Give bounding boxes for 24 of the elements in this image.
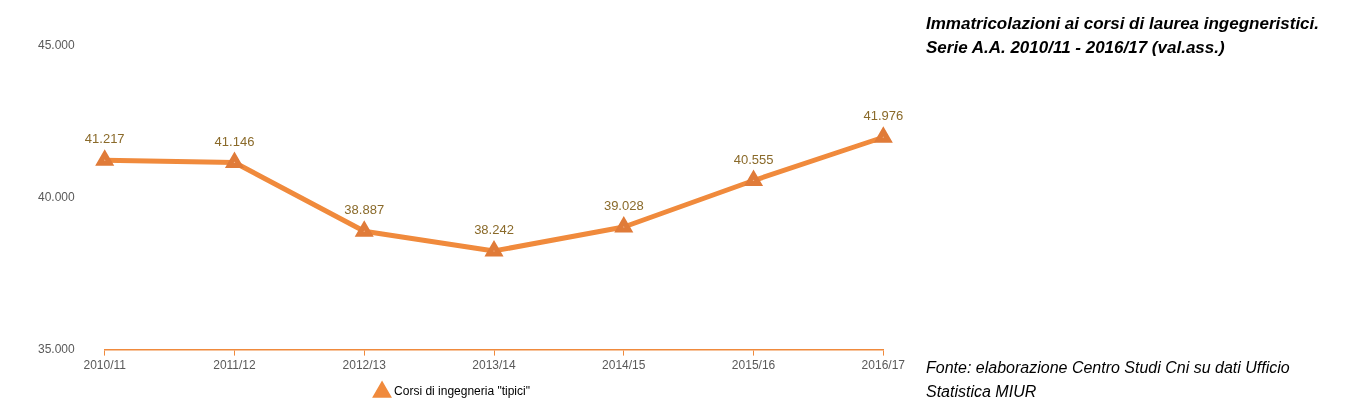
data-label: 40.555 <box>733 151 774 167</box>
data-label: 41.976 <box>863 108 904 124</box>
y-tick-label: 40.000 <box>38 189 76 204</box>
x-tick-label: 2013/14 <box>472 358 517 373</box>
point <box>354 220 374 237</box>
x-tick-label: 2010/11 <box>83 358 127 373</box>
source-note: Fonte: elaborazione Centro Studi Cni su dati Ufficio Statistica MIUR <box>926 358 1291 402</box>
x-tick-label: 2016/17 <box>861 358 906 373</box>
y-tick-label: 35.000 <box>38 341 76 356</box>
text: Immatricolazioni ai corsi di laurea ingegneristici. Serie A.A. 2010/11 - 2016/17 (val.ass.) <box>926 13 1320 59</box>
x-tick-label: 2012/13 <box>342 358 387 373</box>
x-tick-label: 2014/15 <box>602 358 646 373</box>
data-label: 41.146 <box>214 133 255 149</box>
x-tick-label: 2015/16 <box>731 358 776 373</box>
data-label: 38.887 <box>344 202 385 218</box>
data-label: 39.028 <box>603 198 644 214</box>
point <box>874 126 893 143</box>
point <box>95 149 115 166</box>
data-label: 38.242 <box>474 221 514 237</box>
point <box>614 216 634 233</box>
y-tick-label: 45.000 <box>38 37 76 52</box>
data-label: 41.217 <box>84 131 125 147</box>
legend-label: Corsi di ingegneria "tipici" <box>394 384 530 399</box>
x-tick-label: 2011/12 <box>213 358 257 373</box>
